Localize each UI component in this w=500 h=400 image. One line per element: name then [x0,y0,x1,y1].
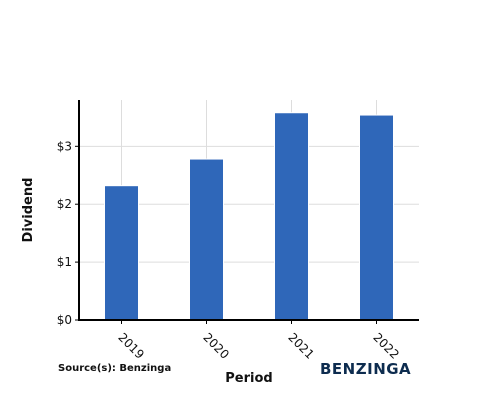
x-axis-title: Period [225,371,272,386]
benzinga-logo: BENZINGA [320,360,412,378]
bar-2020 [189,158,224,321]
y-tick-label: $0 [57,313,72,327]
y-tick-label: $3 [57,139,72,153]
y-tick-label: $1 [57,255,72,269]
y-tick-labels: $0 $1 $2 $3 [57,139,72,327]
axis-layer [78,100,419,321]
bar-layer [104,112,394,321]
x-tick-label: 2022 [370,330,401,361]
source-caption: Source(s): Benzinga [58,363,172,374]
y-axis-title: Dividend [21,178,36,243]
y-tick-label: $2 [57,197,72,211]
bar-2019 [104,185,139,321]
bar-2022 [359,114,394,321]
x-tick-label: 2019 [115,330,146,361]
bar-2021 [274,112,309,321]
x-tick-labels: 2019 2020 2021 2022 [115,330,401,361]
x-tick-label: 2020 [200,330,231,361]
x-tick-label: 2021 [285,330,316,361]
